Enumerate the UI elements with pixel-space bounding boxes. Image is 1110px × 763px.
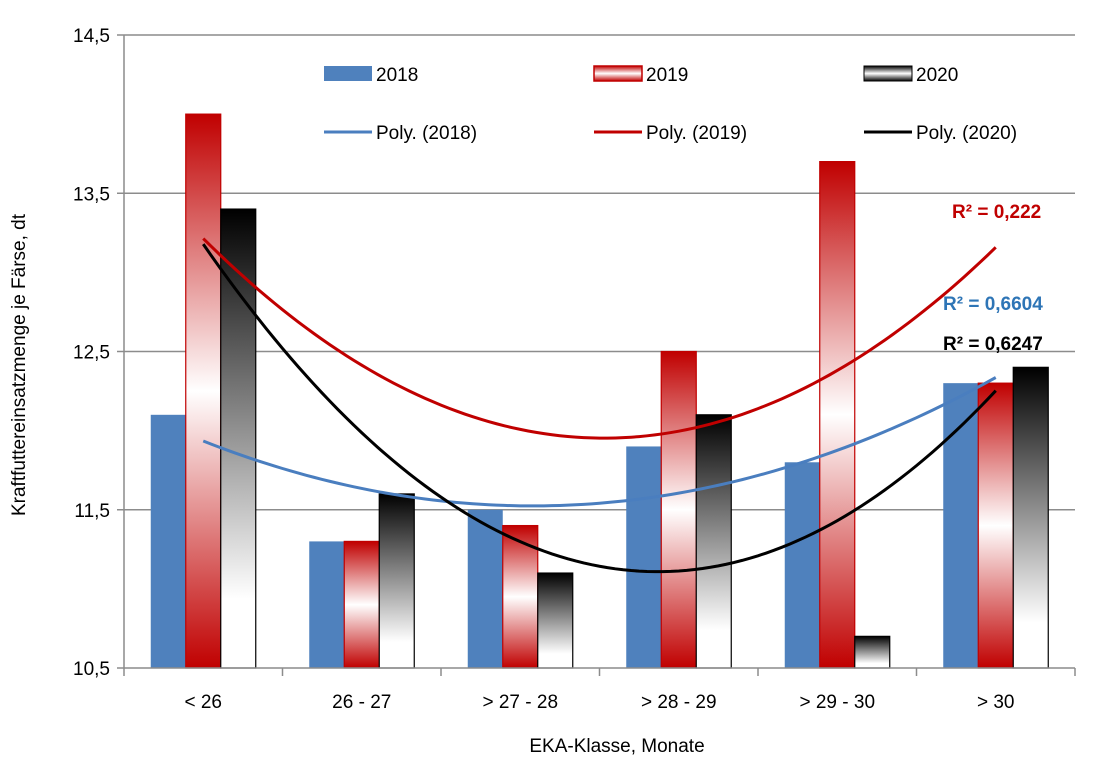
- bar-2018: [784, 462, 820, 668]
- bar-2020: [378, 493, 415, 669]
- x-tick-label: > 30: [977, 692, 1015, 713]
- x-tick-label: < 26: [184, 692, 222, 713]
- legend-label-2020: 2020: [916, 65, 958, 86]
- trendline-Poly. (2020): [202, 243, 997, 574]
- bar-2019: [185, 113, 222, 669]
- y-tick-label: 11,5: [74, 501, 110, 522]
- bar-2018: [150, 414, 186, 668]
- legend-swatch-2019: [593, 65, 643, 82]
- legend-swatch-2018: [324, 66, 372, 81]
- r2-label-2020: R² = 0,6247: [943, 334, 1043, 355]
- bar-2020: [1012, 366, 1049, 669]
- bar-2019: [977, 382, 1014, 669]
- legend-swatch-2020: [863, 65, 913, 82]
- trendline-Poly. (2019): [202, 237, 997, 440]
- bars: [150, 113, 1049, 669]
- legend: 2018 2019 2020 Poly. (2018) Poly. (2019)…: [324, 65, 1017, 144]
- axes: [123, 35, 1076, 676]
- gridlines: [117, 34, 1075, 669]
- bar-2018: [943, 383, 979, 668]
- bar-2020: [537, 572, 574, 669]
- bar-2018: [467, 509, 503, 668]
- bar-2020: [220, 208, 257, 669]
- x-axis-title: EKA-Klasse, Monate: [529, 736, 704, 757]
- bar-2018: [626, 446, 662, 668]
- legend-label-2019: 2019: [646, 65, 688, 86]
- bar-2019: [660, 350, 697, 669]
- bar-2020: [854, 635, 891, 669]
- y-axis-title: Kraftfuttereinsatzmenge je Färse, dt: [9, 213, 30, 516]
- legend-label-poly-2018: Poly. (2018): [376, 123, 477, 144]
- bar-2019: [343, 540, 380, 669]
- bar-2018: [309, 541, 345, 668]
- y-tick-label: 12,5: [73, 343, 110, 364]
- trendlines: [202, 237, 997, 574]
- y-tick-label: 10,5: [73, 659, 110, 680]
- legend-label-2018: 2018: [376, 65, 418, 86]
- bar-2020: [695, 414, 732, 669]
- tick-labels: 10,5 11,5 12,5 13,5 14,5 < 26 26 - 27 > 27 - 28…: [73, 26, 1014, 713]
- bar-2019: [819, 161, 856, 669]
- legend-label-poly-2020: Poly. (2020): [916, 123, 1017, 144]
- legend-label-poly-2019: Poly. (2019): [646, 123, 747, 144]
- y-tick-label: 14,5: [73, 26, 110, 47]
- x-tick-label: > 27 - 28: [482, 692, 558, 713]
- r2-label-2018: R² = 0,6604: [943, 294, 1043, 315]
- y-tick-label: 13,5: [73, 184, 110, 205]
- x-tick-label: 26 - 27: [332, 692, 391, 713]
- x-tick-label: > 29 - 30: [799, 692, 875, 713]
- x-tick-label: > 28 - 29: [641, 692, 717, 713]
- r2-label-2019: R² = 0,222: [952, 202, 1041, 223]
- trendline-Poly. (2018): [202, 376, 997, 508]
